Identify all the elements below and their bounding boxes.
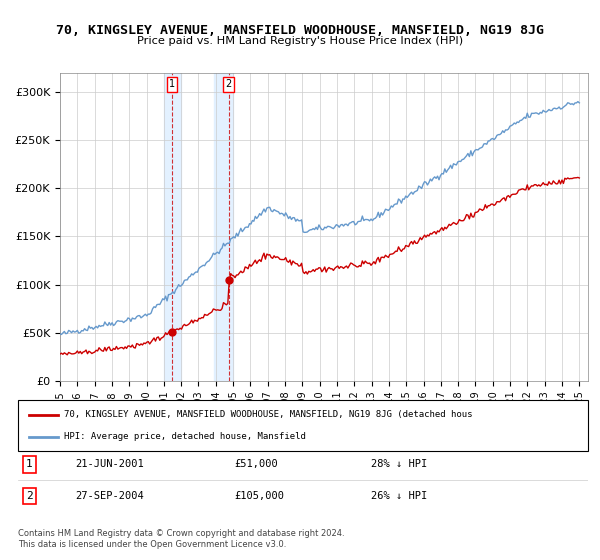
Text: Contains HM Land Registry data © Crown copyright and database right 2024.
This d: Contains HM Land Registry data © Crown c… <box>18 529 344 549</box>
Text: 1: 1 <box>169 80 175 90</box>
Text: 70, KINGSLEY AVENUE, MANSFIELD WOODHOUSE, MANSFIELD, NG19 8JG: 70, KINGSLEY AVENUE, MANSFIELD WOODHOUSE… <box>56 24 544 37</box>
Text: Price paid vs. HM Land Registry's House Price Index (HPI): Price paid vs. HM Land Registry's House … <box>137 36 463 46</box>
Bar <box>214 73 233 381</box>
Text: HPI: Average price, detached house, Mansfield: HPI: Average price, detached house, Mans… <box>64 432 305 441</box>
Text: 28% ↓ HPI: 28% ↓ HPI <box>371 459 428 469</box>
Text: £51,000: £51,000 <box>235 459 278 469</box>
Text: 27-SEP-2004: 27-SEP-2004 <box>75 491 144 501</box>
Text: 2: 2 <box>226 80 232 90</box>
Text: 26% ↓ HPI: 26% ↓ HPI <box>371 491 428 501</box>
FancyBboxPatch shape <box>18 400 588 451</box>
Text: 1: 1 <box>26 459 33 469</box>
Text: 70, KINGSLEY AVENUE, MANSFIELD WOODHOUSE, MANSFIELD, NG19 8JG (detached hous: 70, KINGSLEY AVENUE, MANSFIELD WOODHOUSE… <box>64 410 472 419</box>
Bar <box>164 73 181 381</box>
Text: 2: 2 <box>26 491 33 501</box>
Text: £105,000: £105,000 <box>235 491 284 501</box>
Text: 21-JUN-2001: 21-JUN-2001 <box>75 459 144 469</box>
